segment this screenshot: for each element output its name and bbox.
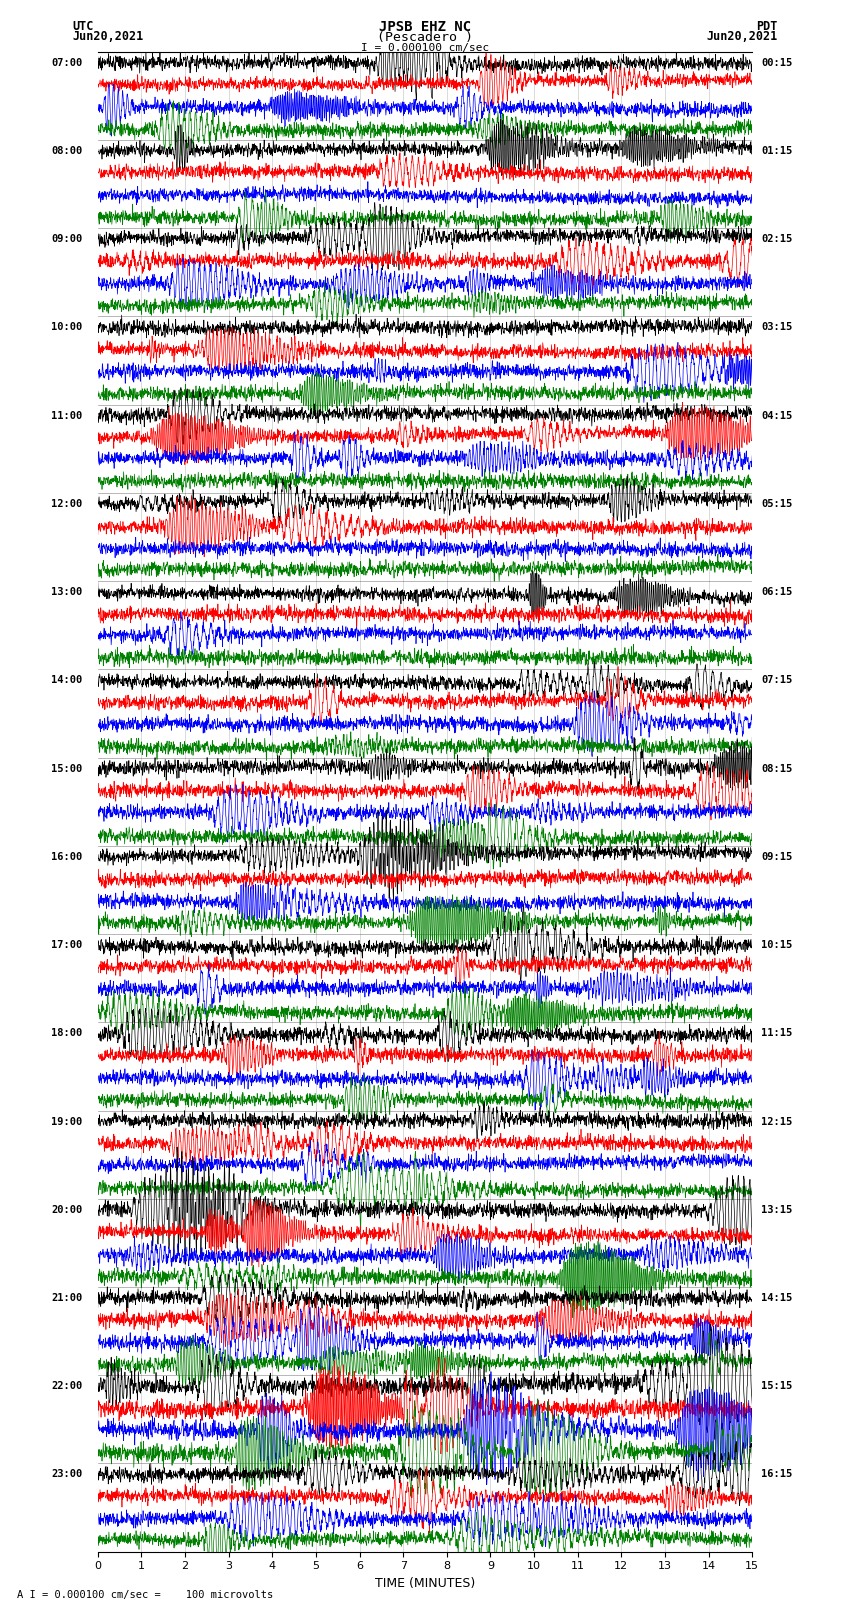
Text: I = 0.000100 cm/sec: I = 0.000100 cm/sec xyxy=(361,44,489,53)
Text: 14:15: 14:15 xyxy=(761,1294,792,1303)
Text: 01:15: 01:15 xyxy=(761,145,792,156)
Text: 02:15: 02:15 xyxy=(761,234,792,244)
Text: 08:15: 08:15 xyxy=(761,763,792,774)
Text: 13:00: 13:00 xyxy=(51,587,82,597)
Text: 09:15: 09:15 xyxy=(761,852,792,861)
Text: 07:15: 07:15 xyxy=(761,676,792,686)
Text: 13:15: 13:15 xyxy=(761,1205,792,1215)
Text: 17:00: 17:00 xyxy=(51,940,82,950)
Text: 05:15: 05:15 xyxy=(761,498,792,508)
Text: 12:00: 12:00 xyxy=(51,498,82,508)
Text: 04:15: 04:15 xyxy=(761,411,792,421)
Text: 00:15: 00:15 xyxy=(761,58,792,68)
Text: 16:15: 16:15 xyxy=(761,1469,792,1479)
Text: 20:00: 20:00 xyxy=(51,1205,82,1215)
Text: 07:00: 07:00 xyxy=(51,58,82,68)
Text: 08:00: 08:00 xyxy=(51,145,82,156)
Text: 18:00: 18:00 xyxy=(51,1029,82,1039)
Text: 21:00: 21:00 xyxy=(51,1294,82,1303)
Text: 16:00: 16:00 xyxy=(51,852,82,861)
Text: 19:00: 19:00 xyxy=(51,1116,82,1126)
X-axis label: TIME (MINUTES): TIME (MINUTES) xyxy=(375,1578,475,1590)
Text: 09:00: 09:00 xyxy=(51,234,82,244)
Text: 15:00: 15:00 xyxy=(51,763,82,774)
Text: 10:15: 10:15 xyxy=(761,940,792,950)
Text: 03:15: 03:15 xyxy=(761,323,792,332)
Text: 11:15: 11:15 xyxy=(761,1029,792,1039)
Text: (Pescadero ): (Pescadero ) xyxy=(377,31,473,45)
Text: PDT: PDT xyxy=(756,19,778,34)
Text: 10:00: 10:00 xyxy=(51,323,82,332)
Text: Jun20,2021: Jun20,2021 xyxy=(72,31,144,44)
Text: 06:15: 06:15 xyxy=(761,587,792,597)
Text: 12:15: 12:15 xyxy=(761,1116,792,1126)
Text: 22:00: 22:00 xyxy=(51,1381,82,1392)
Text: 14:00: 14:00 xyxy=(51,676,82,686)
Text: 11:00: 11:00 xyxy=(51,411,82,421)
Text: A I = 0.000100 cm/sec =    100 microvolts: A I = 0.000100 cm/sec = 100 microvolts xyxy=(17,1590,273,1600)
Text: 15:15: 15:15 xyxy=(761,1381,792,1392)
Text: Jun20,2021: Jun20,2021 xyxy=(706,31,778,44)
Text: UTC: UTC xyxy=(72,19,94,34)
Text: JPSB EHZ NC: JPSB EHZ NC xyxy=(379,19,471,34)
Text: 23:00: 23:00 xyxy=(51,1469,82,1479)
